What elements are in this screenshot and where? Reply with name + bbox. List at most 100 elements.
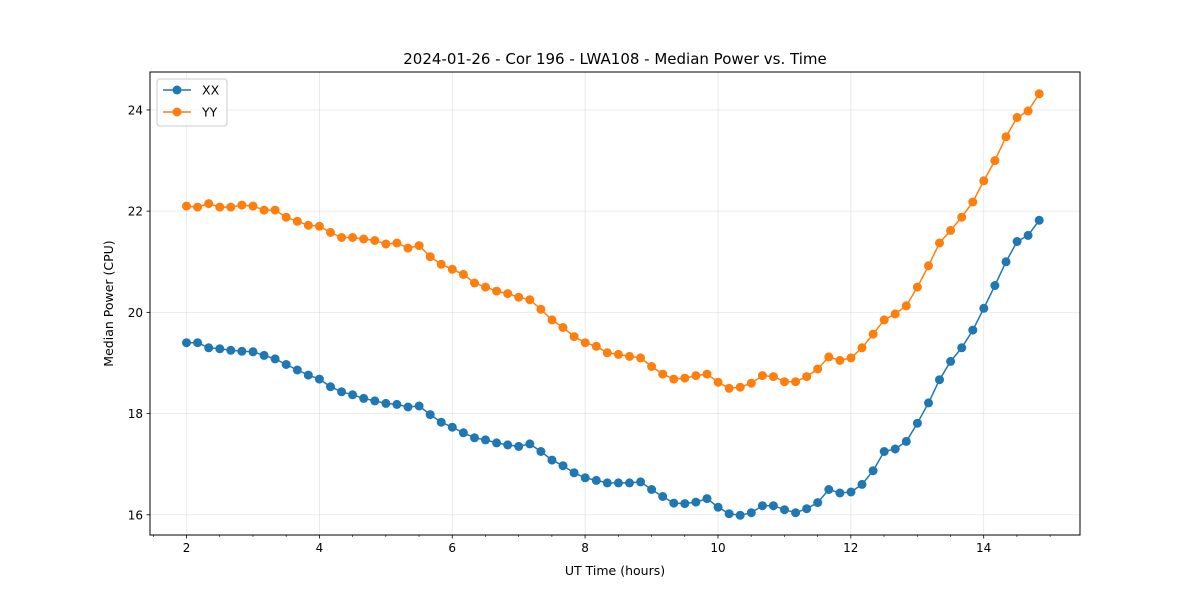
- data-point-xx: [658, 492, 668, 501]
- data-point-yy: [503, 289, 513, 299]
- data-point-xx: [447, 422, 457, 432]
- data-point-yy: [724, 383, 734, 393]
- data-point-yy: [990, 156, 1000, 166]
- data-point-yy: [381, 239, 391, 249]
- data-point-xx: [580, 473, 590, 483]
- data-point-xx: [326, 382, 335, 392]
- data-point-yy: [625, 351, 634, 361]
- data-point-yy: [935, 238, 944, 248]
- data-point-xx: [591, 475, 601, 485]
- data-point-xx: [647, 485, 657, 494]
- data-point-xx: [890, 444, 900, 454]
- data-point-xx: [1023, 230, 1033, 240]
- data-point-xx: [303, 370, 313, 380]
- legend-marker-xx: [172, 85, 182, 95]
- data-point-yy: [857, 343, 867, 353]
- data-point-xx: [636, 477, 646, 487]
- data-point-xx: [968, 325, 978, 335]
- data-point-yy: [270, 205, 280, 215]
- data-point-yy: [226, 202, 236, 212]
- data-point-yy: [392, 238, 402, 248]
- data-point-yy: [890, 309, 900, 319]
- data-point-xx: [979, 303, 989, 313]
- x-tick-label: 4: [316, 541, 324, 555]
- chart-title: 2024-01-26 - Cor 196 - LWA108 - Median P…: [403, 50, 827, 68]
- data-point-xx: [514, 441, 524, 451]
- data-point-xx: [248, 347, 258, 357]
- data-point-xx: [835, 488, 845, 498]
- data-point-yy: [1012, 113, 1022, 122]
- data-point-xx: [292, 365, 302, 375]
- data-point-xx: [735, 510, 745, 520]
- data-point-xx: [912, 418, 922, 428]
- data-point-yy: [591, 341, 601, 351]
- data-point-xx: [724, 509, 734, 519]
- data-point-xx: [957, 343, 967, 353]
- data-point-yy: [414, 241, 424, 251]
- legend-label-xx: XX: [202, 83, 220, 98]
- data-point-yy: [868, 329, 878, 339]
- x-tick-label: 10: [710, 541, 725, 555]
- data-point-yy: [259, 205, 269, 215]
- data-point-yy: [824, 352, 834, 362]
- data-point-xx: [359, 393, 369, 403]
- data-point-yy: [669, 374, 679, 384]
- data-point-xx: [259, 350, 269, 360]
- data-point-xx: [1034, 215, 1044, 225]
- data-point-yy: [901, 301, 911, 311]
- y-tick-label: 24: [128, 103, 143, 117]
- data-point-yy: [182, 201, 191, 211]
- data-point-yy: [436, 259, 446, 269]
- data-point-yy: [514, 292, 524, 302]
- data-point-xx: [713, 502, 723, 512]
- data-point-yy: [1001, 132, 1011, 142]
- data-point-yy: [492, 286, 502, 296]
- y-tick-label: 16: [128, 508, 143, 522]
- legend-marker-yy: [172, 107, 182, 117]
- data-point-xx: [204, 343, 214, 353]
- data-point-yy: [813, 364, 823, 374]
- x-axis-label: UT Time (hours): [565, 563, 665, 578]
- data-point-xx: [281, 360, 291, 369]
- data-point-xx: [481, 435, 490, 445]
- data-point-xx: [946, 356, 956, 366]
- data-point-yy: [835, 355, 845, 365]
- data-point-xx: [381, 398, 391, 408]
- data-point-xx: [215, 344, 225, 354]
- data-point-yy: [735, 382, 745, 392]
- data-point-xx: [536, 447, 546, 456]
- y-axis-label: Median Power (CPU): [101, 240, 116, 366]
- x-tick-label: 12: [843, 541, 858, 555]
- data-point-yy: [314, 221, 324, 231]
- data-point-xx: [348, 390, 358, 400]
- data-point-yy: [879, 315, 889, 325]
- data-point-xx: [757, 501, 767, 511]
- data-point-xx: [1001, 257, 1011, 267]
- data-point-xx: [547, 455, 557, 465]
- data-point-yy: [1034, 89, 1044, 99]
- data-point-yy: [946, 225, 956, 235]
- data-point-xx: [990, 281, 1000, 290]
- data-point-xx: [314, 374, 324, 384]
- x-tick-label: 8: [581, 541, 589, 555]
- data-point-xx: [746, 508, 756, 518]
- data-point-xx: [436, 417, 446, 427]
- data-point-xx: [569, 468, 579, 478]
- data-point-yy: [746, 378, 756, 388]
- data-point-xx: [226, 345, 236, 355]
- data-point-xx: [503, 440, 513, 450]
- data-point-yy: [647, 362, 657, 371]
- data-point-yy: [536, 304, 546, 314]
- data-point-xx: [237, 346, 247, 356]
- data-point-yy: [680, 373, 690, 383]
- data-point-xx: [691, 497, 701, 507]
- data-point-yy: [204, 199, 214, 209]
- data-point-yy: [613, 349, 623, 359]
- data-point-yy: [237, 200, 247, 210]
- data-point-yy: [370, 236, 380, 245]
- data-point-xx: [613, 478, 623, 488]
- data-point-xx: [813, 498, 823, 508]
- data-point-xx: [414, 401, 424, 411]
